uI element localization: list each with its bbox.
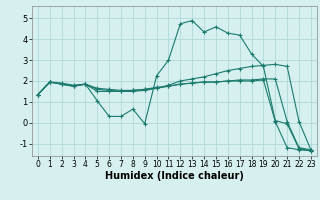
- X-axis label: Humidex (Indice chaleur): Humidex (Indice chaleur): [105, 171, 244, 181]
